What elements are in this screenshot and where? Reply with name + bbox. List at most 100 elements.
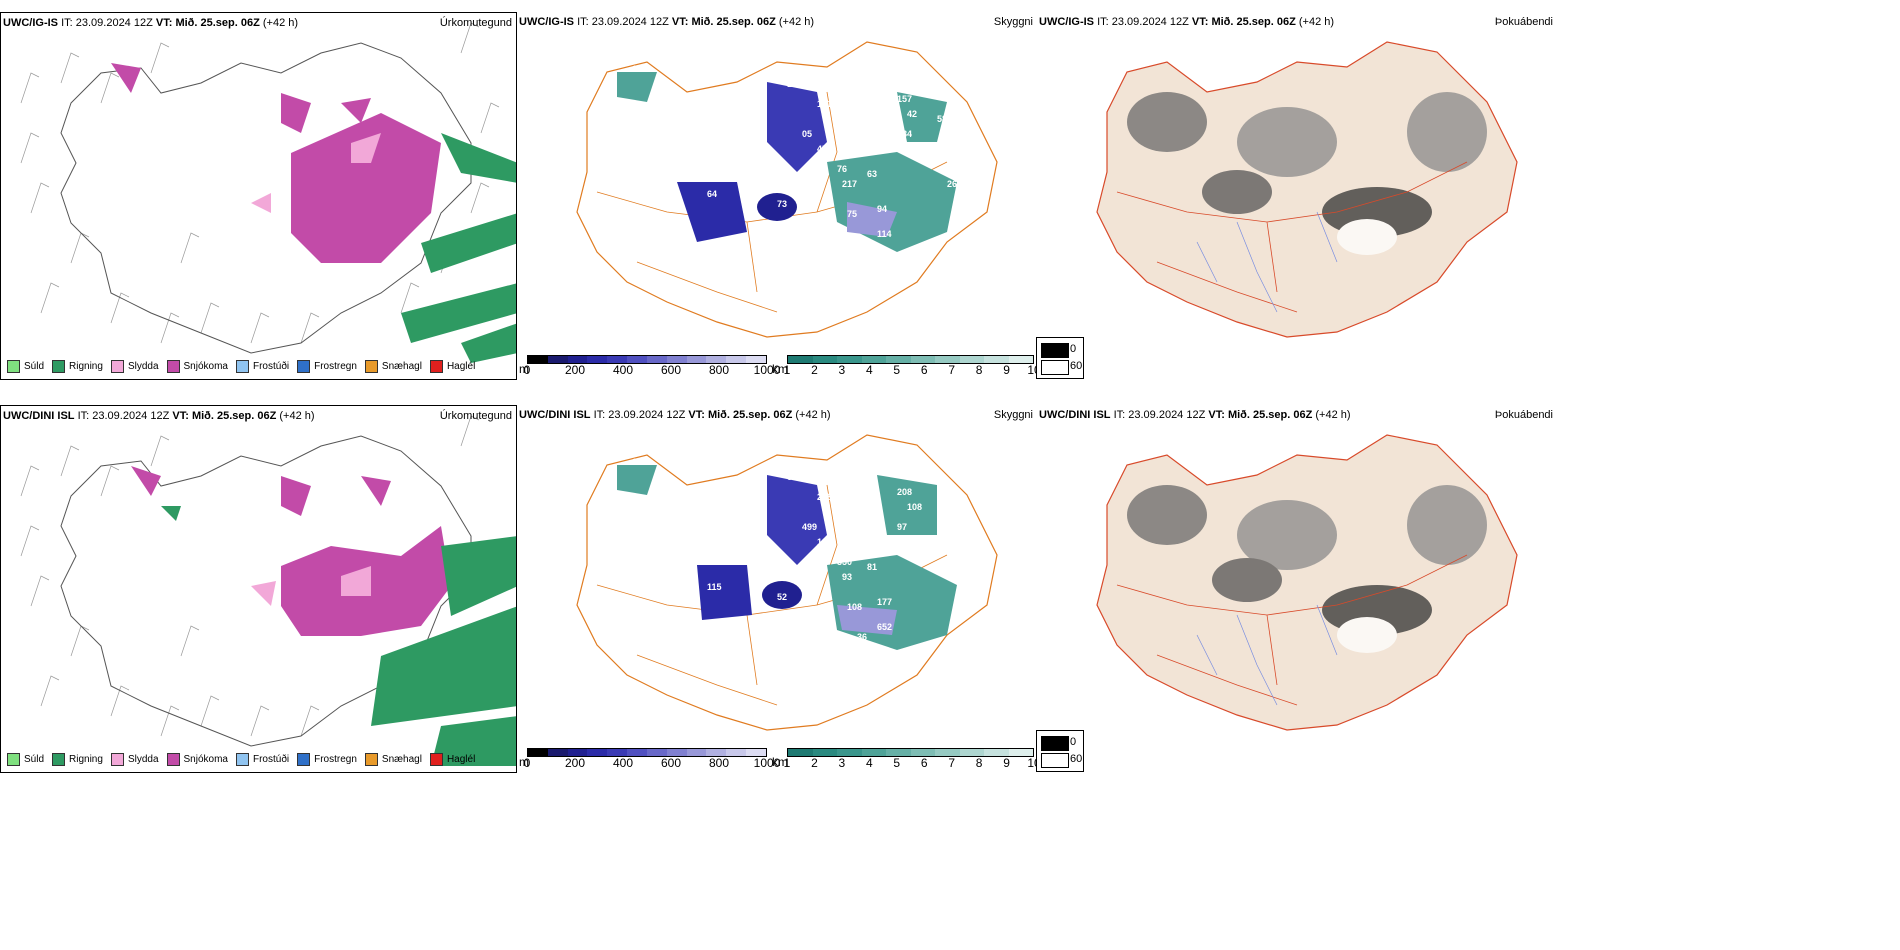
- lead-time: (+42 h): [262, 17, 299, 29]
- colorbar-step: [837, 356, 862, 363]
- colorbar-tick: 5: [893, 363, 901, 377]
- visibility-value-label: 67: [947, 134, 957, 144]
- model-name: UWC/DINI ISL: [1039, 409, 1111, 421]
- it-value: 23.09.2024 12Z: [92, 410, 170, 422]
- it-label: IT:: [593, 409, 606, 421]
- visibility-value-label: 58: [937, 114, 947, 124]
- legend-swatch: [429, 753, 443, 766]
- iceland-outline: [60, 435, 472, 747]
- colorbar-tick: 5: [893, 756, 901, 770]
- precip-header-1: UWC/IG-IS IT: 23.09.2024 12Z VT: Mið. 25…: [3, 17, 298, 29]
- legend-swatch: [7, 360, 20, 373]
- colorbar-tick: 3: [838, 756, 846, 770]
- sleet-area: [251, 566, 371, 606]
- legend-swatch: [429, 360, 443, 373]
- iceland-outline: [1096, 434, 1518, 731]
- colorbar-step: [627, 749, 647, 756]
- legend-label: Frostregn: [314, 361, 357, 372]
- ceiling-colorbar: [527, 748, 767, 757]
- visibility-value-label: 115: [707, 582, 722, 592]
- legend-swatch: [235, 753, 249, 766]
- visibility-value-label: 73: [677, 567, 687, 577]
- fog-swatch-low: [1041, 343, 1069, 358]
- roads: [1116, 161, 1468, 313]
- legend-label: Frostúði: [252, 754, 290, 765]
- colorbar-tick: 0: [523, 756, 531, 770]
- visibility-value-label: 75: [847, 209, 857, 219]
- colorbar-tick: 6: [920, 363, 928, 377]
- visibility-value-label: 97: [897, 522, 907, 532]
- fog-map-1: [1096, 41, 1518, 338]
- colorbar-step: [686, 749, 707, 756]
- fog-shading: [1127, 485, 1487, 653]
- colorbar-step: [567, 356, 588, 363]
- visibility-value-label: 93: [842, 572, 852, 582]
- colorbar-tick: 200: [564, 363, 586, 377]
- colorbar-tick: 3: [838, 363, 846, 377]
- visibility-value-label: 73: [947, 572, 957, 582]
- colorbar-step: [886, 356, 911, 363]
- legend-item-3: Snjókoma: [166, 753, 228, 766]
- colorbar-tick: 600: [660, 363, 682, 377]
- fog-panel-1: UWC/IG-IS IT: 23.09.2024 12Z VT: Mið. 25…: [1037, 12, 1557, 380]
- visibility-value-label: 81: [867, 562, 877, 572]
- visibility-value-label: 629: [787, 472, 802, 482]
- colorbar-step: [812, 356, 837, 363]
- vt-value: Mið. 25.sep. 06Z: [191, 410, 277, 422]
- ceiling-patches: [617, 465, 957, 650]
- colorbar-step: [984, 356, 1009, 363]
- legend-label: Snæhagl: [381, 754, 422, 765]
- visibility-value-label: 36: [857, 632, 867, 642]
- colorbar-step: [706, 749, 727, 756]
- model-name: UWC/DINI ISL: [519, 409, 591, 421]
- fog-high-label: 60: [1070, 753, 1083, 765]
- legend-item-7: Haglél: [429, 753, 475, 766]
- visibility-value-label: 134: [667, 487, 682, 497]
- visibility-value-label: 63: [867, 169, 877, 179]
- colorbar-step: [607, 749, 628, 756]
- visibility-unit: km: [772, 755, 788, 769]
- legend-swatch: [7, 753, 20, 766]
- colorbar-step: [935, 749, 960, 756]
- colorbar-tick: 200: [564, 756, 586, 770]
- colorbar-step: [666, 356, 687, 363]
- colorbar-tick: 1000: [753, 756, 781, 770]
- wind-barbs: [20, 415, 480, 737]
- visibility-labels-2: 6813462922849918035019893816620810897885…: [632, 457, 957, 642]
- colorbar-step: [547, 356, 568, 363]
- visibility-unit: km: [772, 362, 788, 376]
- colorbar-tick: 10: [1027, 363, 1037, 377]
- colorbar-tick: 8: [975, 363, 983, 377]
- legend-swatch: [364, 360, 378, 373]
- colorbar-step: [528, 356, 548, 363]
- colorbar-tick: 4: [865, 756, 873, 770]
- visibility-colorbar: [787, 355, 1034, 364]
- colorbar-tick: 1000: [753, 363, 781, 377]
- visibility-map-2: [576, 434, 998, 731]
- fog-title: Þokuábendi: [1494, 409, 1553, 421]
- lead-time: (+42 h): [1298, 16, 1335, 28]
- colorbar-step: [1008, 356, 1033, 363]
- colorbar-tick: 1: [783, 756, 791, 770]
- visibility-value-label: 88: [937, 507, 947, 517]
- visibility-value-label: 42: [907, 109, 917, 119]
- colorbar-step: [910, 356, 935, 363]
- iceland-outline: [60, 42, 472, 354]
- it-label: IT:: [1113, 409, 1126, 421]
- legend-item-2: Slydda: [110, 753, 159, 766]
- precip-legend-1: Súld Rigning Slydda Snjókoma Frostúði Fr…: [7, 360, 475, 373]
- model-name: UWC/IG-IS: [519, 16, 574, 28]
- legend-swatch: [166, 753, 180, 766]
- legend-item-4: Frostúði: [235, 360, 289, 373]
- fog-low-label: 0: [1070, 736, 1077, 748]
- rain-area: [161, 506, 516, 766]
- legend-swatch: [166, 360, 180, 373]
- visibility-value-label: 26: [947, 179, 957, 189]
- ceiling-unit: m: [519, 362, 529, 376]
- fog-legend-1: 0 60: [1036, 337, 1084, 379]
- visibility-value-label: 198: [857, 537, 872, 547]
- colorbar-tick: 0: [523, 363, 531, 377]
- legend-item-5: Frostregn: [297, 360, 357, 373]
- colorbar-step: [587, 749, 608, 756]
- precip-title: Úrkomutegund: [439, 410, 512, 422]
